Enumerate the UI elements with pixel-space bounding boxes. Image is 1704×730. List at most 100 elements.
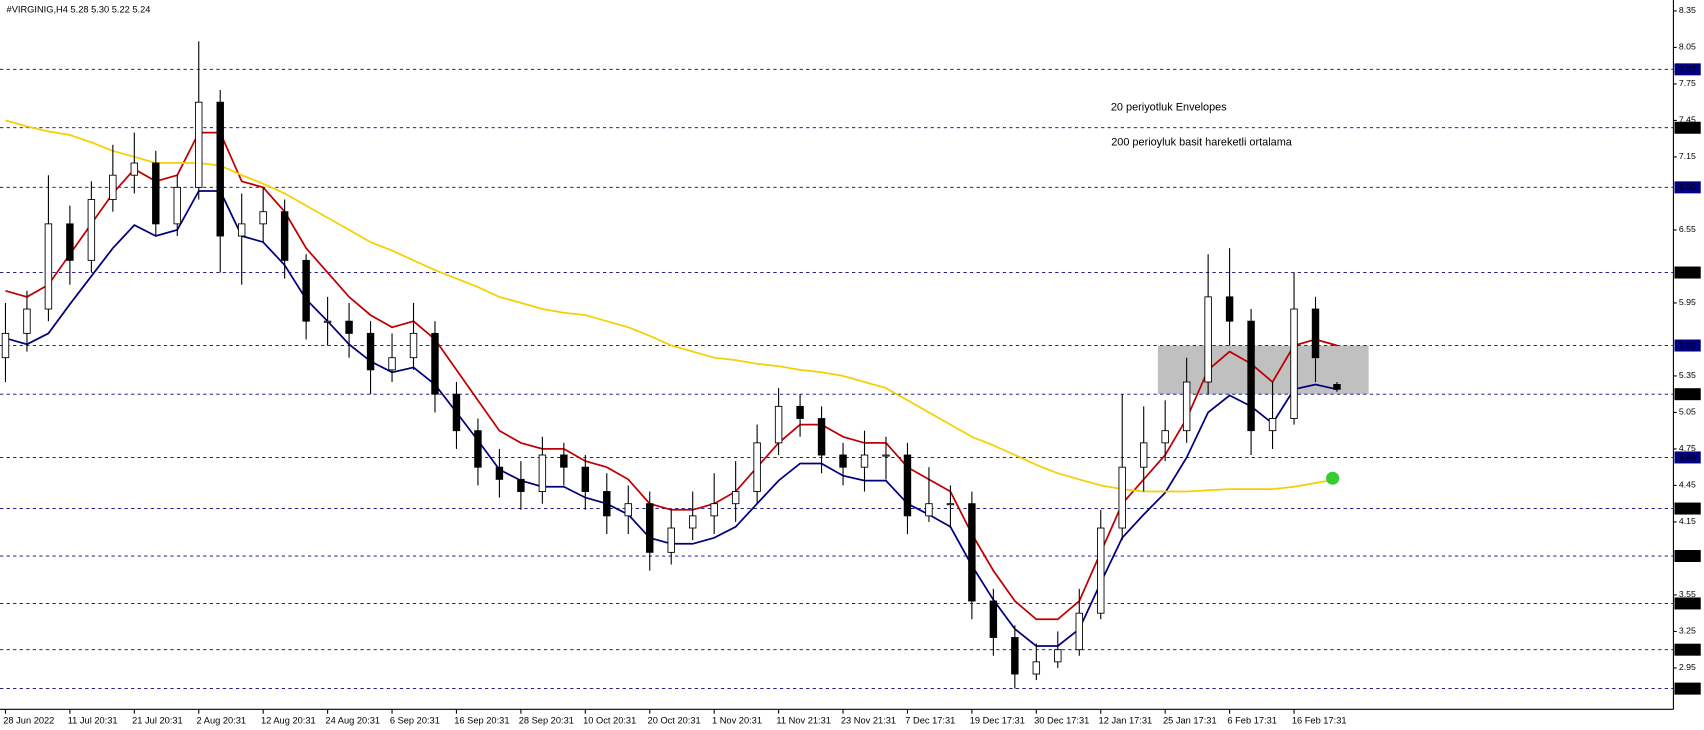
candle-body — [688, 515, 697, 529]
x-tick-label: 11 Jul 20:31 — [68, 716, 118, 726]
candle-body — [66, 223, 74, 261]
candle-body — [388, 357, 396, 371]
annotation: 20 periyotluk Envelopes — [1111, 102, 1227, 114]
candle-body — [44, 223, 53, 310]
candle-body — [667, 527, 675, 553]
level-label: 4.68 — [1679, 452, 1696, 462]
candle-body — [87, 199, 96, 261]
level-label: 5.60 — [1679, 340, 1696, 350]
candle-body — [495, 466, 504, 480]
candle-body — [474, 430, 482, 468]
x-tick-label: 19 Dec 17:31 — [970, 716, 1025, 726]
candle-body — [946, 503, 955, 506]
x-tick-label: 6 Feb 17:31 — [1227, 716, 1277, 726]
level-label: 3.48 — [1679, 598, 1696, 608]
level-label: 5.20 — [1679, 389, 1696, 399]
level-label: 3.87 — [1679, 551, 1696, 561]
candle-body — [409, 332, 418, 359]
candle-body — [646, 503, 654, 553]
level-label: 7.87 — [1679, 64, 1696, 74]
candle-body — [109, 174, 117, 200]
candle-body — [560, 454, 568, 468]
y-tick-label: 7.75 — [1679, 78, 1696, 88]
candle-body — [1097, 527, 1105, 614]
candle-body — [882, 454, 890, 457]
x-tick-label: 2 Aug 20:31 — [197, 716, 247, 726]
level-label-box — [1674, 121, 1701, 134]
candle-body — [345, 320, 353, 334]
y-tick-label: 8.35 — [1679, 5, 1696, 15]
candle-body — [731, 491, 740, 505]
x-tick-label: 7 Dec 17:31 — [905, 716, 955, 726]
y-tick-label: 7.45 — [1679, 115, 1696, 125]
chart-title: #VIRGINIG,H4 5.28 5.30 5.22 5.24 — [7, 4, 151, 14]
candle-body — [1225, 296, 1234, 322]
x-tick-label: 28 Jun 2022 — [3, 716, 54, 726]
candle-body — [538, 454, 547, 492]
y-tick-label: 4.45 — [1679, 480, 1696, 490]
candle-body — [860, 454, 869, 468]
candle-body — [839, 454, 847, 468]
y-tick-label: 3.25 — [1679, 626, 1696, 636]
candle-body — [23, 308, 31, 334]
marker-dot — [1326, 471, 1340, 485]
candle-body — [710, 503, 718, 517]
candle-body — [1311, 308, 1320, 359]
candle-body — [796, 405, 804, 419]
x-tick-label: 12 Jan 17:31 — [1099, 716, 1153, 726]
y-tick-label: 5.35 — [1679, 370, 1696, 380]
candle-body — [1032, 661, 1041, 675]
y-tick-label: 2.95 — [1679, 662, 1696, 672]
candle-body — [1333, 384, 1341, 390]
x-tick-label: 16 Sep 20:31 — [454, 716, 509, 726]
level-label-box — [1674, 451, 1701, 464]
level-label-box — [1674, 181, 1701, 194]
y-tick-label: 5.95 — [1679, 297, 1696, 307]
candle-body — [1182, 381, 1191, 432]
candle-body — [280, 211, 289, 261]
candle-body — [517, 478, 525, 492]
candle-body — [195, 101, 203, 188]
y-tick-label: 4.75 — [1679, 443, 1696, 453]
candle-body — [452, 393, 461, 432]
y-tick-label: 5.05 — [1679, 407, 1696, 417]
candle-body — [581, 466, 590, 492]
y-tick-label: 4.15 — [1679, 516, 1696, 526]
y-tick-label: 8.05 — [1679, 42, 1696, 52]
candle-body — [1011, 637, 1019, 675]
x-tick-label: 30 Dec 17:31 — [1034, 716, 1089, 726]
x-tick-label: 10 Oct 20:31 — [583, 716, 636, 726]
x-tick-label: 21 Jul 20:31 — [132, 716, 183, 726]
level-label: 6.20 — [1679, 267, 1696, 277]
level-label-box — [1674, 502, 1701, 515]
candle-body — [1161, 430, 1169, 444]
candle-body — [817, 418, 826, 456]
y-tick-label: 6.55 — [1679, 224, 1696, 234]
candle-body — [603, 491, 611, 517]
level-label-box — [1674, 682, 1701, 695]
candle-body — [1, 332, 10, 359]
annotation: 200 perioyluk basit hareketli ortalama — [1111, 137, 1293, 149]
candle-body — [774, 405, 783, 444]
level-label-box — [1674, 339, 1701, 352]
candle-body — [152, 162, 160, 225]
y-tick-label: 3.55 — [1679, 589, 1696, 599]
candle-body — [1054, 649, 1062, 663]
candle-body — [753, 442, 761, 492]
level-label: 7.39 — [1679, 123, 1696, 133]
level-label-box — [1674, 266, 1701, 279]
candle-body — [624, 503, 632, 517]
x-tick-label: 12 Aug 20:31 — [261, 716, 316, 726]
candle-body — [903, 454, 912, 517]
candle-body — [1139, 442, 1148, 468]
candle-body — [1204, 296, 1212, 383]
candle-body — [366, 332, 375, 371]
x-tick-label: 23 Nov 21:31 — [841, 716, 896, 726]
x-tick-label: 28 Sep 20:31 — [519, 716, 574, 726]
x-tick-label: 11 Nov 21:31 — [776, 716, 831, 726]
candle-body — [1247, 320, 1255, 432]
candle-body — [1268, 418, 1277, 432]
